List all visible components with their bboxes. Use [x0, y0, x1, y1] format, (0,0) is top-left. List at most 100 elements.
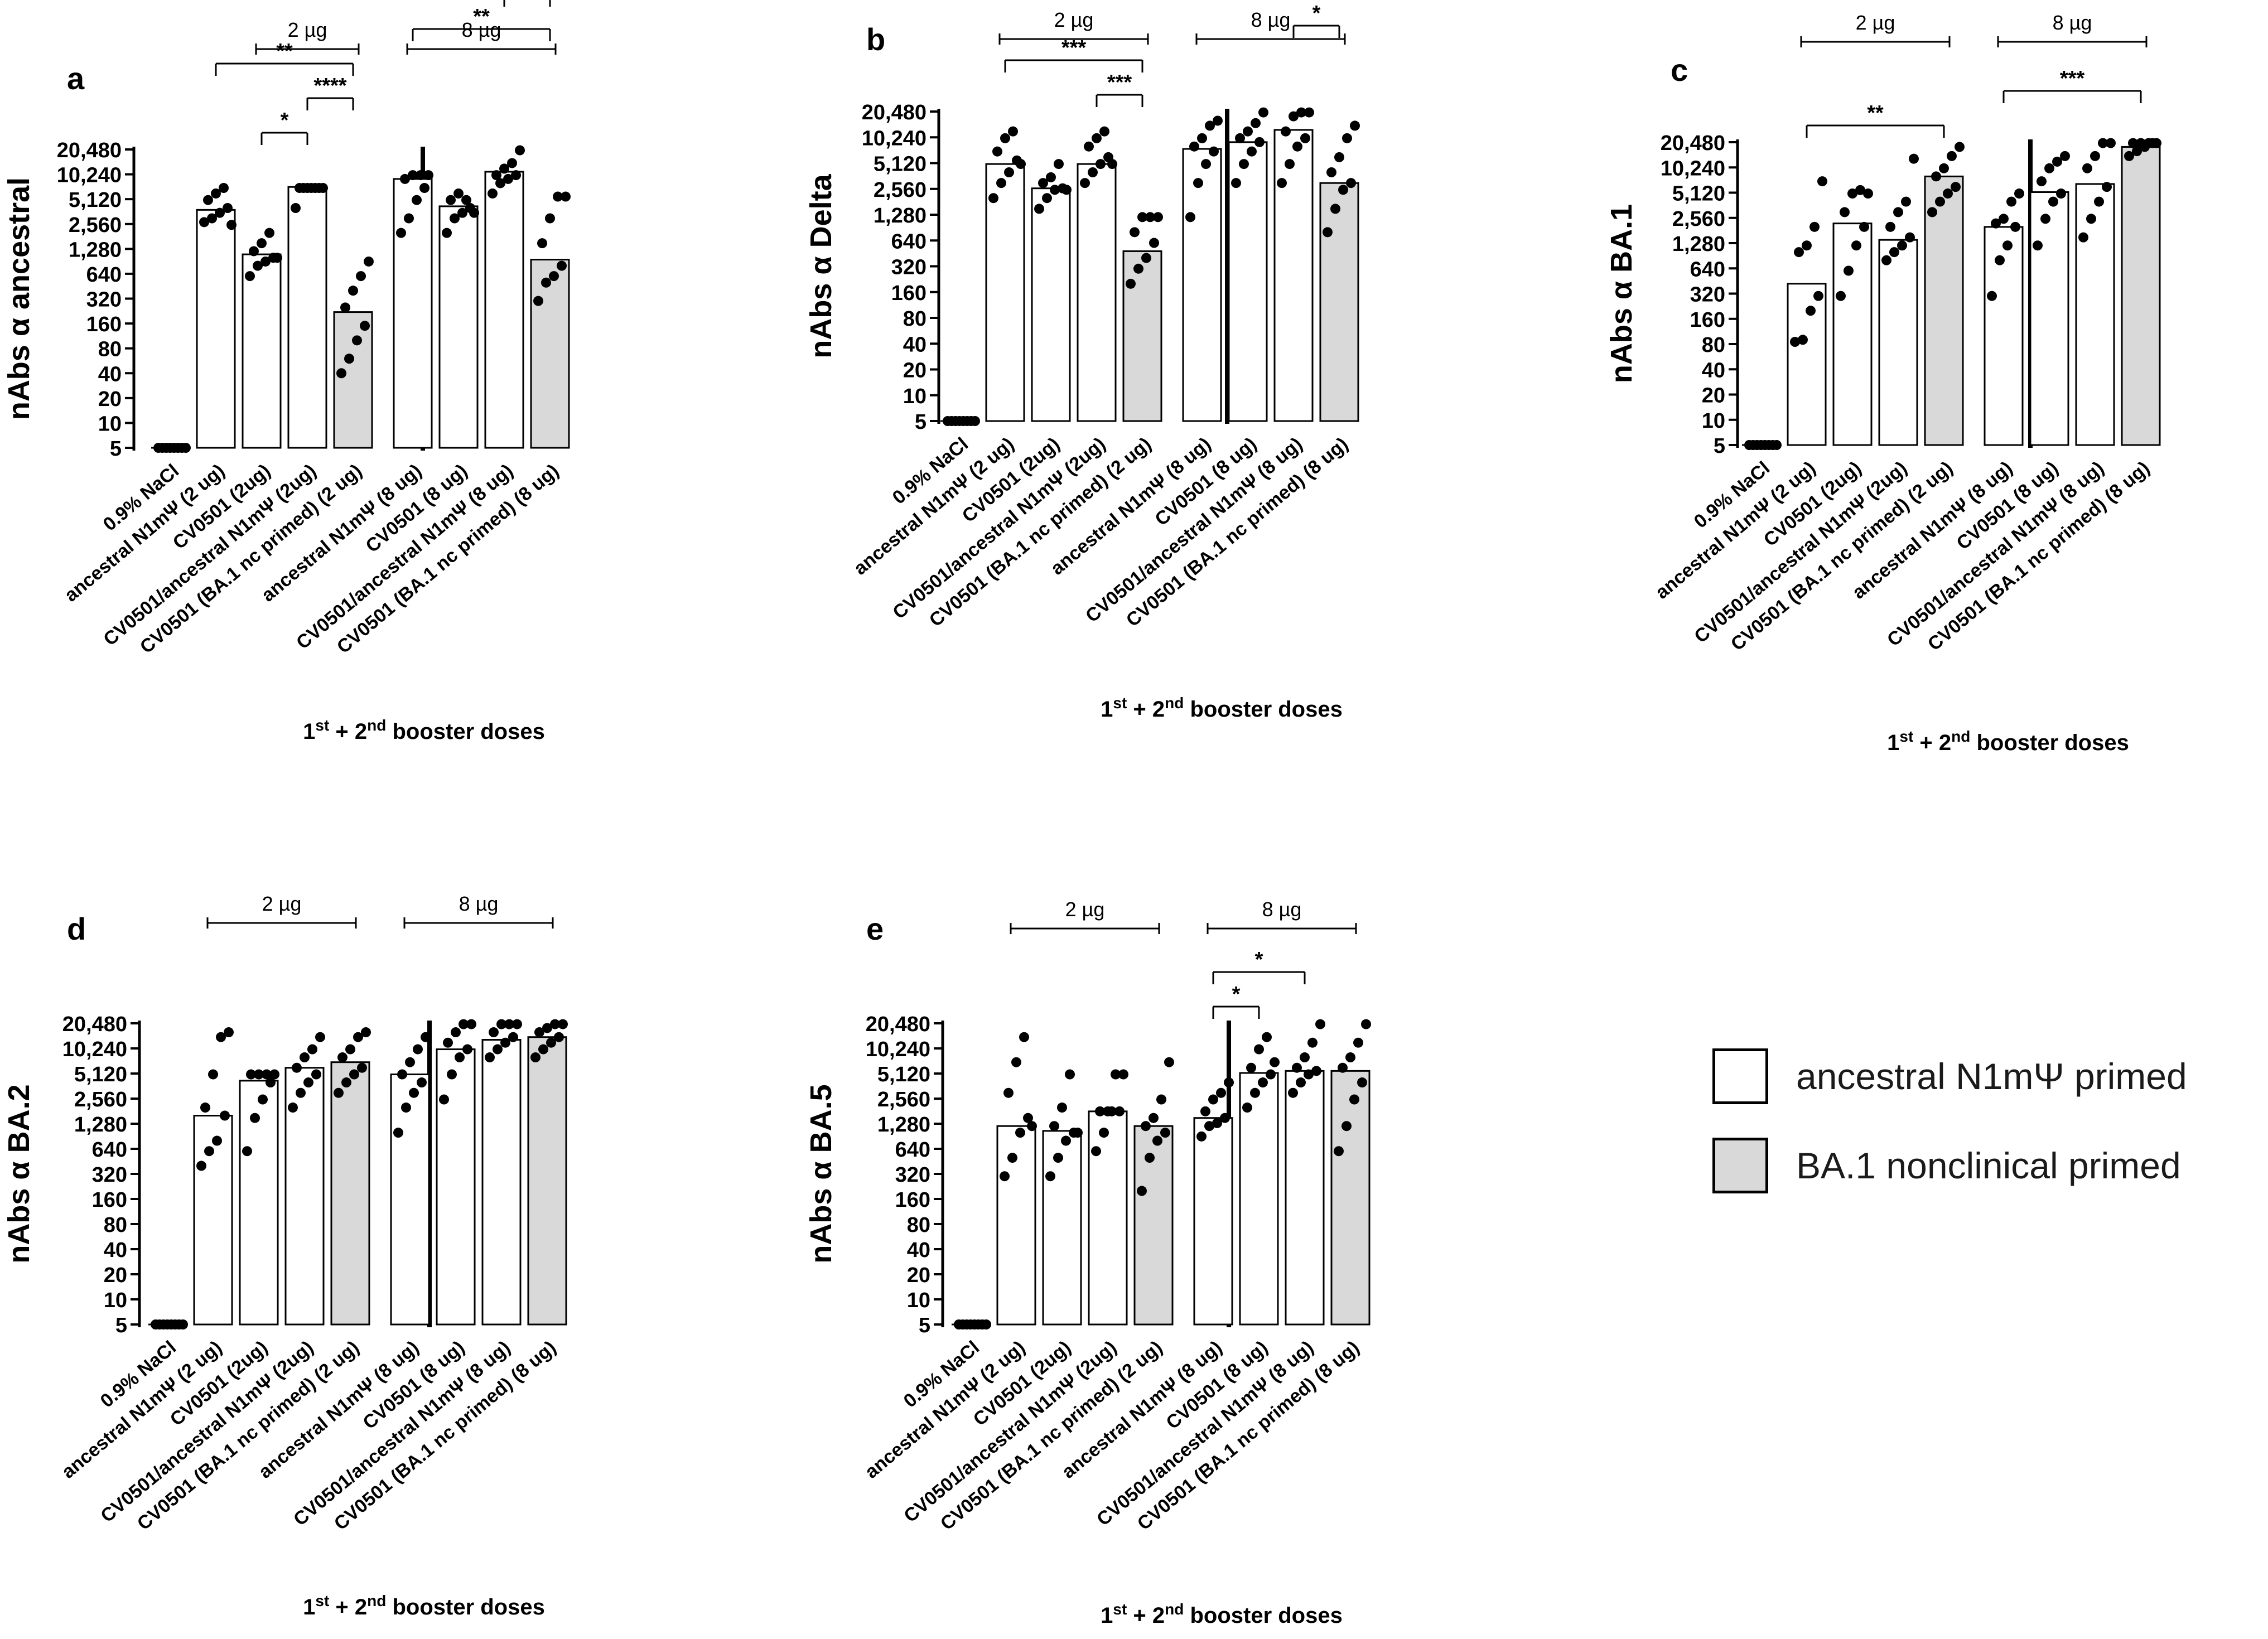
x-axis-title-part: + 2 — [1127, 697, 1165, 722]
y-tick-label: 10 — [104, 1289, 127, 1312]
data-point — [416, 170, 426, 181]
data-point — [1023, 1113, 1033, 1123]
panel-letter: b — [866, 22, 885, 57]
data-point — [491, 170, 501, 181]
data-point — [996, 178, 1006, 188]
data-point — [1213, 115, 1223, 126]
data-point — [1844, 265, 1854, 276]
data-point — [2136, 138, 2146, 148]
data-point — [249, 246, 259, 257]
y-tick-label: 80 — [907, 1213, 930, 1237]
y-tick-label: 80 — [104, 1213, 127, 1237]
y-tick-label: 20,480 — [57, 139, 122, 162]
bar — [1228, 141, 1268, 422]
panel-letter: c — [1671, 52, 1688, 88]
y-tick-label: 20 — [104, 1264, 127, 1287]
y-tick-label: 1,280 — [74, 1113, 127, 1137]
data-point — [534, 1027, 544, 1038]
data-point — [262, 1069, 272, 1080]
data-point — [2086, 214, 2096, 224]
y-tick-label: 640 — [86, 263, 122, 287]
x-axis-title-sup: st — [1113, 1601, 1127, 1618]
data-point — [2006, 196, 2016, 207]
legend-item-ancestral: ancestral N1mΨ primed — [1712, 1032, 2187, 1121]
y-tick-label: 160 — [86, 313, 122, 336]
data-point — [1224, 1077, 1234, 1088]
data-point — [1342, 133, 1352, 143]
data-point — [1813, 291, 1823, 301]
data-point — [1091, 1146, 1101, 1157]
sig-label: ** — [473, 5, 490, 28]
data-point — [533, 296, 543, 306]
data-point — [412, 195, 422, 205]
data-point — [451, 1027, 461, 1038]
data-point — [1292, 141, 1302, 152]
data-point — [357, 1062, 367, 1073]
data-point — [1205, 120, 1215, 131]
dose-label: 2 µg — [1065, 898, 1105, 921]
y-tick-label: 10 — [903, 385, 926, 408]
data-point — [2102, 182, 2112, 192]
y-tick-label: 20,480 — [862, 101, 926, 124]
data-point — [545, 213, 555, 224]
x-axis-title: 1st + 2nd booster doses — [1101, 1601, 1343, 1628]
data-point — [1000, 133, 1010, 143]
bar — [1122, 250, 1162, 422]
data-point — [1118, 1069, 1128, 1080]
data-point — [1307, 1037, 1318, 1048]
legend-label-ancestral: ancestral N1mΨ primed — [1796, 1056, 2187, 1097]
data-point — [1764, 440, 1774, 450]
data-point — [1149, 238, 1159, 248]
data-point — [462, 1044, 472, 1055]
data-point — [1042, 193, 1052, 204]
data-point — [1080, 178, 1090, 188]
x-axis-title-part: booster doses — [386, 719, 545, 744]
x-axis-title-part: + 2 — [329, 1595, 367, 1619]
y-tick-label: 160 — [92, 1188, 127, 1212]
data-point — [1889, 247, 1899, 258]
panel-c: c nAbs α BA.1 5102040801603206401,2802,560… — [1605, 11, 2161, 755]
data-point — [349, 1069, 359, 1080]
bar — [1193, 1117, 1233, 1326]
data-point — [1296, 107, 1306, 118]
data-point — [311, 1069, 321, 1080]
data-point — [507, 158, 517, 168]
y-tick-label: 20,480 — [866, 1013, 930, 1036]
data-point — [2098, 138, 2108, 148]
data-point — [423, 170, 433, 181]
data-point — [1216, 1087, 1226, 1098]
data-point — [199, 217, 209, 228]
data-point — [1847, 188, 1857, 199]
data-point — [442, 228, 452, 238]
data-point — [447, 1069, 457, 1080]
data-point — [1806, 306, 1816, 316]
data-point — [538, 1044, 548, 1055]
data-point — [1939, 163, 1949, 173]
data-point — [1016, 159, 1026, 170]
data-point — [1266, 1069, 1276, 1080]
data-point — [364, 256, 374, 267]
bar — [1878, 239, 1918, 446]
y-tick-label: 10,240 — [57, 164, 122, 187]
data-point — [1054, 159, 1064, 170]
bar — [196, 209, 236, 449]
y-tick-label: 640 — [891, 230, 926, 253]
data-point — [954, 416, 964, 426]
bar — [2121, 146, 2161, 446]
sig-label: *** — [1107, 71, 1132, 94]
data-point — [1209, 146, 1219, 157]
data-point — [1254, 137, 1265, 147]
sig-label: **** — [313, 74, 346, 98]
data-point — [546, 1037, 556, 1048]
data-point — [988, 193, 998, 204]
x-axis-title: 1st + 2nd booster doses — [1887, 728, 2129, 756]
data-point — [947, 416, 957, 426]
data-point — [1189, 141, 1199, 152]
data-point — [1296, 1077, 1306, 1088]
data-point — [512, 1019, 522, 1029]
data-point — [1817, 176, 1827, 187]
data-point — [356, 271, 366, 282]
data-point — [1137, 1186, 1147, 1196]
data-point — [466, 1019, 476, 1029]
bar — [390, 1074, 430, 1326]
